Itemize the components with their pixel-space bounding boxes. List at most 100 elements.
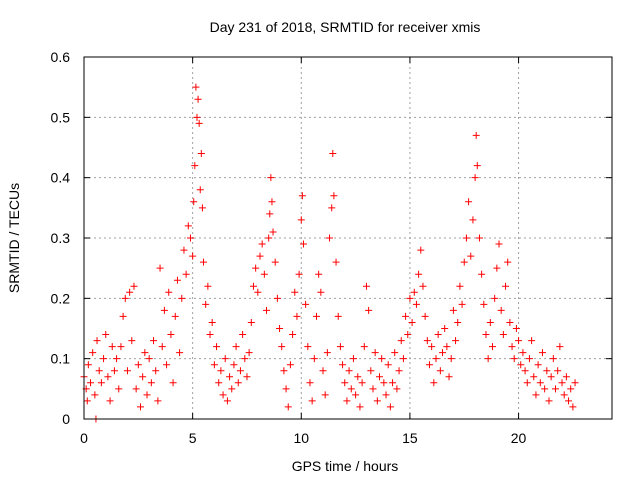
data-point <box>204 283 211 290</box>
data-point <box>185 222 192 229</box>
data-point <box>195 96 202 103</box>
data-point <box>565 397 572 404</box>
data-point <box>120 313 127 320</box>
x-axis-label: GPS time / hours <box>292 458 399 474</box>
data-point <box>296 271 303 278</box>
data-point <box>496 241 503 248</box>
y-tick-label: 0.2 <box>51 290 71 306</box>
data-point <box>154 397 161 404</box>
data-point <box>211 361 218 368</box>
data-point <box>163 361 170 368</box>
data-point <box>459 301 466 308</box>
data-point <box>350 355 357 362</box>
data-point <box>174 277 181 284</box>
data-point <box>300 241 307 248</box>
data-point <box>107 397 114 404</box>
data-point <box>176 349 183 356</box>
data-point <box>141 349 148 356</box>
data-point <box>137 403 144 410</box>
data-point <box>100 355 107 362</box>
data-point <box>228 385 235 392</box>
data-point <box>402 313 409 320</box>
data-point <box>241 355 248 362</box>
data-point <box>243 373 250 380</box>
data-point <box>233 343 240 350</box>
data-point <box>265 235 272 242</box>
data-point <box>493 265 500 272</box>
data-point <box>343 397 350 404</box>
data-point <box>202 301 209 308</box>
data-point <box>367 367 374 374</box>
data-point <box>550 355 557 362</box>
data-point <box>422 313 429 320</box>
data-point <box>135 361 142 368</box>
data-point <box>415 271 422 278</box>
y-tick-label: 0.1 <box>51 351 71 367</box>
data-point <box>330 192 337 199</box>
data-point <box>354 373 361 380</box>
data-point <box>409 319 416 326</box>
data-point <box>124 367 131 374</box>
data-point <box>369 385 376 392</box>
data-point <box>456 283 463 290</box>
data-point <box>189 253 196 260</box>
data-point <box>313 313 320 320</box>
data-point <box>380 379 387 386</box>
data-point <box>478 271 485 278</box>
data-point <box>278 343 285 350</box>
data-point <box>363 283 370 290</box>
data-point <box>289 331 296 338</box>
data-point <box>315 271 322 278</box>
data-point <box>469 216 476 223</box>
data-point <box>139 373 146 380</box>
data-point <box>387 403 394 410</box>
data-point <box>439 349 446 356</box>
y-axis-label: SRMTID / TECUs <box>6 183 22 293</box>
data-point <box>506 319 513 326</box>
data-point <box>378 355 385 362</box>
data-point <box>239 331 246 338</box>
y-tick-label: 0.6 <box>51 49 71 65</box>
srmtid-scatter-chart: 0 5 10 15 20 00.10.20.30.40.50.6 Day 231 of … <box>0 0 640 480</box>
data-point <box>283 385 290 392</box>
data-point <box>246 349 253 356</box>
data-point <box>254 289 261 296</box>
data-point <box>513 325 520 332</box>
data-point <box>463 235 470 242</box>
data-point <box>398 337 405 344</box>
data-point <box>178 295 185 302</box>
data-point <box>552 385 559 392</box>
data-point <box>424 337 431 344</box>
data-point <box>280 367 287 374</box>
chart-title: Day 231 of 2018, SRMTID for receiver xmi… <box>210 19 481 35</box>
data-point <box>413 301 420 308</box>
y-tick-label: 0.3 <box>51 230 71 246</box>
data-point <box>287 361 294 368</box>
data-point <box>328 204 335 211</box>
data-point <box>235 379 242 386</box>
data-point <box>406 295 413 302</box>
data-point <box>248 319 255 326</box>
data-point <box>222 355 229 362</box>
data-point <box>192 84 199 91</box>
data-point <box>441 325 448 332</box>
data-point <box>322 391 329 398</box>
data-point <box>524 379 531 386</box>
data-point <box>161 307 168 314</box>
data-point <box>193 114 200 121</box>
data-point <box>396 367 403 374</box>
data-point <box>102 331 109 338</box>
data-point <box>446 373 453 380</box>
data-point <box>146 355 153 362</box>
data-point <box>383 391 390 398</box>
data-point <box>98 379 105 386</box>
data-point <box>311 355 318 362</box>
data-point <box>515 337 522 344</box>
data-point <box>113 355 120 362</box>
data-point <box>480 301 487 308</box>
data-point <box>545 397 552 404</box>
data-point <box>498 307 505 314</box>
data-point <box>502 283 509 290</box>
data-point <box>213 343 220 350</box>
data-point <box>352 391 359 398</box>
